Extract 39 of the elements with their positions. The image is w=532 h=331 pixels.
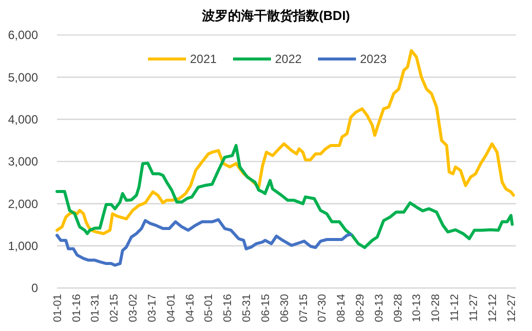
x-tick-label: 10-13 bbox=[411, 294, 424, 322]
y-tick-label: 0 bbox=[31, 281, 38, 296]
x-tick-label: 06-30 bbox=[278, 294, 291, 322]
x-tick-label: 12-27 bbox=[506, 294, 518, 322]
x-tick-label: 03-17 bbox=[146, 294, 158, 322]
legend-label: 2021 bbox=[190, 52, 218, 66]
y-tick-label: 2,000 bbox=[8, 196, 38, 211]
y-tick-label: 4,000 bbox=[8, 112, 38, 127]
x-tick-label: 11-12 bbox=[449, 294, 462, 322]
y-tick-label: 5,000 bbox=[8, 70, 38, 84]
line-series bbox=[56, 49, 515, 236]
x-tick-label: 08-29 bbox=[354, 294, 366, 322]
x-tick-label: 10-28 bbox=[430, 294, 442, 322]
line-series bbox=[56, 218, 352, 267]
line-series bbox=[56, 144, 514, 250]
x-tick-label: 09-13 bbox=[373, 294, 386, 322]
x-tick-label: 05-01 bbox=[203, 294, 216, 322]
x-tick-label: 04-16 bbox=[184, 294, 196, 322]
x-tick-label: 01-31 bbox=[90, 294, 102, 322]
chart-title: 波罗的海干散货指数(BDI) bbox=[200, 8, 350, 23]
legend-label: 2023 bbox=[360, 52, 388, 66]
x-tick-label: 11-27 bbox=[468, 294, 480, 322]
x-tick-label: 01-16 bbox=[70, 294, 83, 322]
y-tick-label: 3,000 bbox=[8, 154, 38, 169]
x-tick-label: 01-01 bbox=[52, 294, 64, 322]
x-tick-label: 08-14 bbox=[336, 294, 348, 322]
x-tick-label: 12-12 bbox=[486, 294, 499, 322]
y-tick-label: 6,000 bbox=[8, 28, 38, 42]
x-tick-label: 05-16 bbox=[222, 294, 234, 322]
x-tick-label: 09-28 bbox=[392, 294, 404, 322]
x-tick-label: 07-30 bbox=[316, 294, 329, 322]
x-tick-label: 04-01 bbox=[165, 294, 178, 322]
x-tick-label: 03-02 bbox=[128, 294, 140, 322]
legend-label: 2022 bbox=[275, 52, 302, 66]
x-tick-label: 07-15 bbox=[298, 294, 310, 322]
x-tick-label: 05-31 bbox=[241, 294, 253, 322]
x-tick-label: 06-15 bbox=[260, 294, 272, 322]
y-tick-label: 1,000 bbox=[8, 239, 38, 254]
x-tick-label: 02-15 bbox=[108, 294, 121, 322]
